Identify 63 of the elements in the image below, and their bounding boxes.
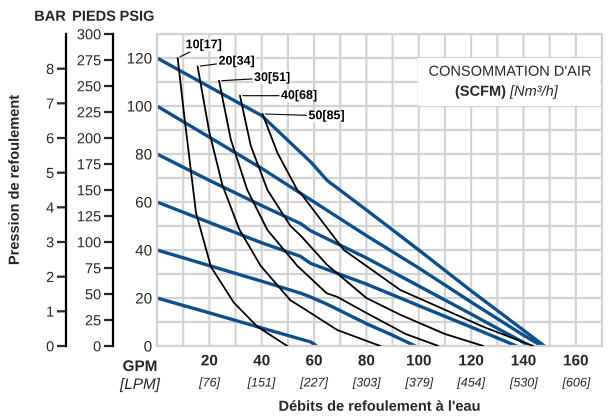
y3-tick-label: 3 xyxy=(46,237,54,248)
annotation: [Nm³/h] xyxy=(510,85,558,99)
x-tick-label: 80 xyxy=(358,354,374,366)
x2-tick-label: [530] xyxy=(510,377,538,390)
y-tick-label: 40 xyxy=(136,244,152,256)
y2-tick-label: 50 xyxy=(86,289,101,300)
y2-tick-label: 125 xyxy=(78,211,101,222)
y2-tick-label: 225 xyxy=(78,107,101,118)
annotation: CONSOMMATION D'AIR xyxy=(429,66,591,76)
annotation: (SCFM) xyxy=(456,85,506,99)
legend-label: 40[68] xyxy=(281,90,316,102)
y2-tick-label: 150 xyxy=(78,185,101,196)
y-tick-label: 120 xyxy=(128,52,152,64)
y3-tick-label: 0 xyxy=(46,341,54,352)
x2-tick-label: [227] xyxy=(300,377,328,390)
line-series xyxy=(157,296,318,346)
x-tick-label: 160 xyxy=(564,354,588,366)
x-tick-label: 20 xyxy=(201,354,218,366)
y2-tick-label: 200 xyxy=(78,133,101,144)
y3-tick-label: 7 xyxy=(46,98,54,109)
y2-tick-label: 100 xyxy=(78,237,101,248)
text: Pression de refoulement xyxy=(8,95,19,264)
y3-tick-label: 4 xyxy=(46,202,54,213)
y2-tick-label: 75 xyxy=(86,263,101,274)
y3-tick-label: 6 xyxy=(46,133,54,144)
text: [LPM] xyxy=(120,378,160,392)
x2-tick-label: [303] xyxy=(352,377,381,390)
legend-label: 20[34] xyxy=(219,56,254,68)
y-tick-label: 20 xyxy=(136,292,152,304)
x2-tick-label: [151] xyxy=(247,377,276,390)
y2-tick-label: 250 xyxy=(78,81,101,92)
legend-label: 30[51] xyxy=(254,72,290,84)
x-tick-label: 120 xyxy=(459,354,484,366)
y-tick-label: 60 xyxy=(136,196,152,208)
y2-tick-label: 175 xyxy=(78,159,101,170)
y2-tick-label: 25 xyxy=(86,315,101,326)
y3-tick-label: 2 xyxy=(46,272,54,282)
x2-tick-label: [379] xyxy=(405,377,434,390)
text: GPM xyxy=(123,360,156,372)
y3-tick-label: 5 xyxy=(46,168,54,178)
y2-tick-label: 275 xyxy=(78,55,101,66)
y-tick-label: 80 xyxy=(136,148,152,160)
text: PSIG xyxy=(120,10,154,21)
y2-tick-label: 0 xyxy=(94,341,101,352)
x2-tick-label: [76] xyxy=(198,377,220,390)
series-label: 10[17] xyxy=(186,39,222,51)
line-series xyxy=(157,248,418,346)
x-tick-label: 140 xyxy=(512,354,536,366)
y2-tick-label: 300 xyxy=(77,29,101,40)
x2-tick-label: [606] xyxy=(562,377,591,390)
y3-axis-title: BAR xyxy=(35,10,66,21)
x-axis-title: Débits de refoulement à l'eau xyxy=(279,400,480,411)
y3-tick-label: 8 xyxy=(46,64,54,74)
x2-tick-label: [454] xyxy=(457,377,486,390)
y2-axis-title: PIEDS xyxy=(73,10,116,21)
x-tick-label: 40 xyxy=(253,354,270,366)
legend-label: 50[85] xyxy=(308,110,344,122)
y-tick-label: 0 xyxy=(144,340,152,352)
y3-tick-label: 1 xyxy=(47,306,54,317)
y-tick-label: 100 xyxy=(128,100,152,112)
x-tick-label: 100 xyxy=(406,354,431,366)
line-series xyxy=(157,200,518,346)
x-tick-label: 60 xyxy=(306,354,322,366)
